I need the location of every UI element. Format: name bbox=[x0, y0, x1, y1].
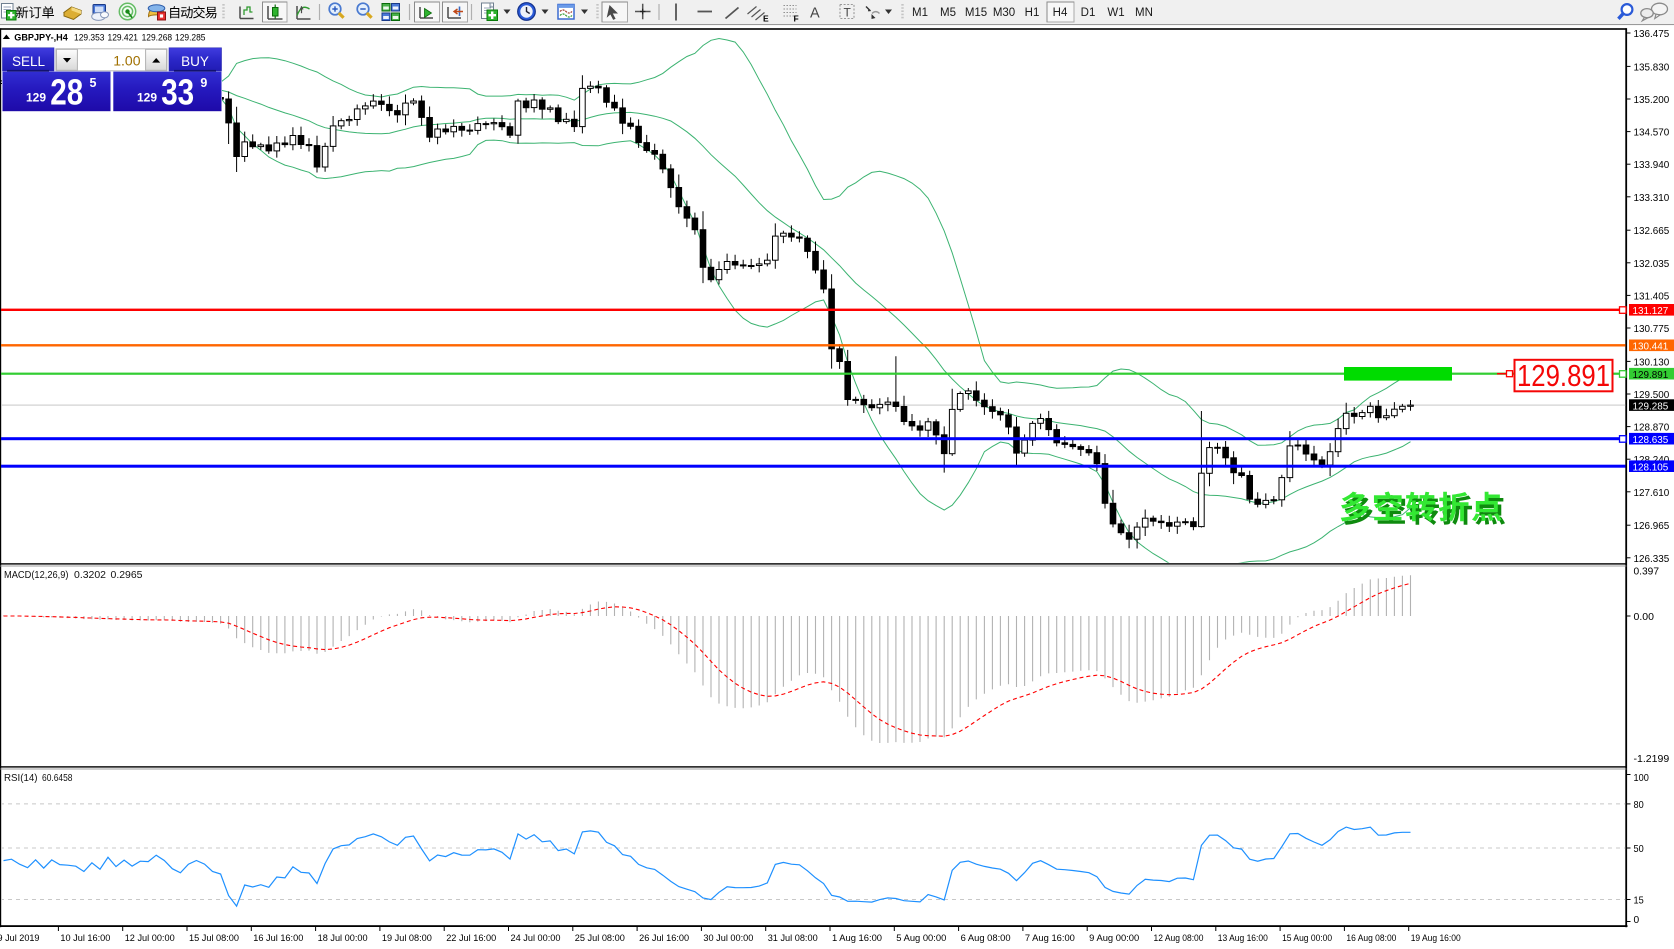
svg-text:33: 33 bbox=[161, 72, 194, 113]
svg-text:22 Jul 16:00: 22 Jul 16:00 bbox=[446, 933, 496, 943]
svg-text:0.2965: 0.2965 bbox=[111, 570, 143, 581]
svg-text:0.00: 0.00 bbox=[1634, 612, 1655, 623]
svg-text:130.130: 130.130 bbox=[1634, 357, 1670, 368]
svg-text:RSI(14): RSI(14) bbox=[4, 773, 38, 784]
svg-text:18 Jul 00:00: 18 Jul 00:00 bbox=[318, 933, 368, 943]
svg-text:60.6458: 60.6458 bbox=[42, 773, 73, 784]
svg-text:127.610: 127.610 bbox=[1634, 488, 1670, 499]
svg-text:M1: M1 bbox=[912, 7, 928, 19]
svg-text:30 Jul 00:00: 30 Jul 00:00 bbox=[703, 933, 753, 943]
svg-text:6 Aug 08:00: 6 Aug 08:00 bbox=[961, 933, 1011, 943]
svg-text:132.665: 132.665 bbox=[1634, 226, 1670, 237]
svg-text:129: 129 bbox=[137, 91, 157, 105]
svg-text:129.285: 129.285 bbox=[1633, 401, 1669, 412]
svg-text:W1: W1 bbox=[1107, 7, 1124, 19]
svg-text:9: 9 bbox=[200, 76, 207, 90]
svg-text:T: T bbox=[844, 6, 852, 20]
svg-text:19 Jul 08:00: 19 Jul 08:00 bbox=[382, 933, 432, 943]
svg-text:0.3202: 0.3202 bbox=[74, 570, 106, 581]
svg-text:129.891: 129.891 bbox=[1517, 358, 1610, 393]
svg-text:134.570: 134.570 bbox=[1634, 128, 1670, 139]
svg-text:129.285: 129.285 bbox=[175, 33, 206, 43]
svg-text:10 Jul 16:00: 10 Jul 16:00 bbox=[60, 933, 110, 943]
svg-text:136.475: 136.475 bbox=[1634, 29, 1670, 40]
svg-text:1 Aug 16:00: 1 Aug 16:00 bbox=[832, 933, 882, 943]
svg-text:15: 15 bbox=[1634, 896, 1644, 907]
svg-text:D1: D1 bbox=[1081, 7, 1096, 19]
svg-text:24 Jul 00:00: 24 Jul 00:00 bbox=[511, 933, 561, 943]
svg-text:135.200: 135.200 bbox=[1634, 95, 1670, 106]
svg-text:131.127: 131.127 bbox=[1633, 306, 1669, 317]
svg-text:26 Jul 16:00: 26 Jul 16:00 bbox=[639, 933, 689, 943]
svg-text:SELL: SELL bbox=[12, 54, 46, 69]
svg-text:9 Jul 2019: 9 Jul 2019 bbox=[0, 933, 40, 943]
svg-text:19 Aug 16:00: 19 Aug 16:00 bbox=[1411, 933, 1461, 943]
svg-text:130.775: 130.775 bbox=[1634, 324, 1670, 335]
svg-text:25 Jul 08:00: 25 Jul 08:00 bbox=[575, 933, 625, 943]
svg-text:28: 28 bbox=[50, 72, 83, 113]
svg-text:M30: M30 bbox=[993, 7, 1015, 19]
svg-text:7 Aug 16:00: 7 Aug 16:00 bbox=[1025, 933, 1075, 943]
svg-text:9 Aug 00:00: 9 Aug 00:00 bbox=[1089, 933, 1139, 943]
svg-text:E: E bbox=[763, 14, 769, 24]
svg-text:H1: H1 bbox=[1025, 7, 1040, 19]
svg-text:129.353: 129.353 bbox=[74, 33, 105, 43]
svg-text:MN: MN bbox=[1135, 7, 1153, 19]
svg-text:5: 5 bbox=[90, 76, 97, 90]
svg-text:100: 100 bbox=[1634, 773, 1650, 784]
svg-text:F: F bbox=[794, 14, 799, 24]
svg-text:15 Jul 08:00: 15 Jul 08:00 bbox=[189, 933, 239, 943]
svg-text:H4: H4 bbox=[1053, 7, 1068, 19]
svg-text:15 Aug 00:00: 15 Aug 00:00 bbox=[1282, 933, 1332, 943]
svg-text:129.500: 129.500 bbox=[1634, 390, 1670, 401]
svg-text:BUY: BUY bbox=[181, 54, 209, 69]
svg-text:129.421: 129.421 bbox=[108, 33, 139, 43]
svg-text:31 Jul 08:00: 31 Jul 08:00 bbox=[768, 933, 818, 943]
svg-text:129.891: 129.891 bbox=[1633, 370, 1669, 381]
svg-text:1.00: 1.00 bbox=[113, 53, 140, 69]
svg-text:M5: M5 bbox=[940, 7, 956, 19]
svg-text:133.310: 133.310 bbox=[1634, 193, 1670, 204]
svg-text:129.268: 129.268 bbox=[142, 33, 173, 43]
svg-text:12 Jul 00:00: 12 Jul 00:00 bbox=[125, 933, 175, 943]
svg-text:-1.2199: -1.2199 bbox=[1634, 754, 1670, 765]
svg-text:12 Aug 08:00: 12 Aug 08:00 bbox=[1154, 933, 1204, 943]
svg-text:133.940: 133.940 bbox=[1634, 160, 1670, 171]
svg-text:126.335: 126.335 bbox=[1634, 554, 1670, 565]
svg-text:128.870: 128.870 bbox=[1634, 423, 1670, 434]
svg-text:129: 129 bbox=[26, 91, 46, 105]
svg-text:M15: M15 bbox=[965, 7, 987, 19]
svg-text:MACD(12,26,9): MACD(12,26,9) bbox=[4, 570, 69, 581]
svg-text:128.105: 128.105 bbox=[1633, 462, 1669, 473]
svg-text:0: 0 bbox=[1634, 915, 1640, 926]
svg-text:130.441: 130.441 bbox=[1633, 342, 1669, 353]
svg-text:128.635: 128.635 bbox=[1633, 435, 1669, 446]
svg-text:131.405: 131.405 bbox=[1634, 291, 1670, 302]
svg-text:13 Aug 16:00: 13 Aug 16:00 bbox=[1218, 933, 1268, 943]
svg-text:16 Jul 16:00: 16 Jul 16:00 bbox=[253, 933, 303, 943]
svg-text:16 Aug 08:00: 16 Aug 08:00 bbox=[1346, 933, 1396, 943]
svg-text:0.397: 0.397 bbox=[1634, 567, 1660, 578]
svg-text:126.965: 126.965 bbox=[1634, 521, 1670, 532]
svg-text:GBPJPY-,H4: GBPJPY-,H4 bbox=[14, 33, 68, 43]
svg-text:A: A bbox=[810, 6, 820, 22]
svg-text:135.830: 135.830 bbox=[1634, 62, 1670, 73]
svg-text:50: 50 bbox=[1634, 844, 1644, 855]
svg-text:132.035: 132.035 bbox=[1634, 259, 1670, 270]
svg-text:5 Aug 00:00: 5 Aug 00:00 bbox=[896, 933, 946, 943]
svg-text:80: 80 bbox=[1634, 800, 1644, 811]
